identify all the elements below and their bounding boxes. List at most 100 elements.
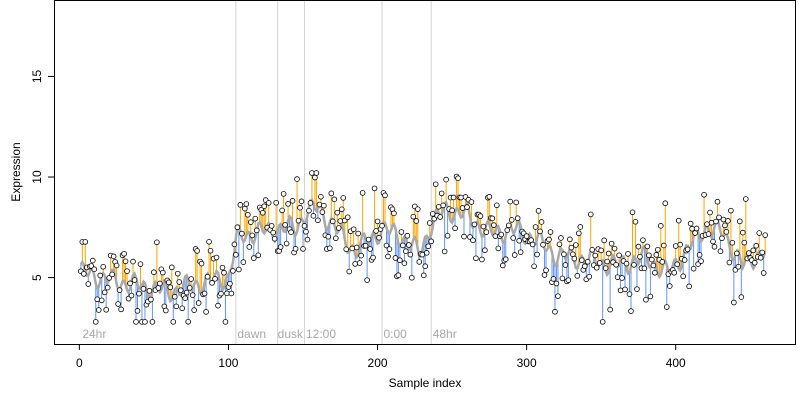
data-point-111 bbox=[243, 201, 250, 207]
x-tick-label-1: 100 bbox=[218, 356, 238, 370]
data-point-106 bbox=[236, 266, 242, 273]
data-point-91 bbox=[213, 254, 220, 261]
data-point-35 bbox=[130, 258, 136, 265]
data-point-425 bbox=[711, 243, 718, 250]
data-point-74 bbox=[188, 276, 194, 282]
data-point-385 bbox=[652, 269, 658, 276]
data-point-186 bbox=[355, 230, 361, 237]
data-point-398 bbox=[671, 269, 678, 276]
data-point-27 bbox=[118, 306, 124, 313]
data-point-286 bbox=[504, 227, 511, 233]
data-point-317 bbox=[550, 276, 557, 282]
x-tick-label-3: 300 bbox=[517, 356, 537, 370]
data-point-49 bbox=[151, 269, 157, 276]
data-point-323 bbox=[559, 275, 566, 282]
data-point-131 bbox=[273, 199, 279, 206]
data-point-358 bbox=[611, 245, 618, 252]
data-point-9 bbox=[91, 266, 98, 272]
data-point-292 bbox=[513, 199, 519, 206]
data-point-303 bbox=[529, 241, 536, 248]
data-point-3 bbox=[82, 239, 89, 245]
data-point-117 bbox=[252, 215, 259, 222]
data-point-170 bbox=[331, 196, 338, 203]
data-point-319 bbox=[553, 280, 560, 287]
data-point-25 bbox=[115, 301, 121, 307]
annotation-5: 48hr bbox=[433, 327, 457, 341]
data-point-138 bbox=[283, 240, 290, 247]
data-point-194 bbox=[367, 246, 373, 252]
y-axis: 5 10 15 bbox=[30, 69, 54, 281]
data-point-213 bbox=[395, 272, 402, 278]
data-point-349 bbox=[598, 247, 604, 254]
x-tick-label-2: 200 bbox=[368, 356, 388, 370]
data-point-342 bbox=[587, 211, 594, 218]
data-point-386 bbox=[653, 252, 660, 258]
data-point-305 bbox=[532, 224, 539, 230]
data-point-264 bbox=[471, 221, 478, 228]
data-point-321 bbox=[556, 241, 563, 248]
data-point-350 bbox=[599, 319, 606, 325]
data-point-210 bbox=[391, 210, 397, 217]
data-point-231 bbox=[422, 263, 429, 270]
data-point-360 bbox=[614, 274, 621, 280]
data-point-263 bbox=[470, 237, 476, 244]
data-point-227 bbox=[416, 259, 423, 265]
data-point-381 bbox=[646, 252, 652, 259]
plot-frame bbox=[54, 0, 796, 345]
data-point-412 bbox=[692, 230, 698, 236]
data-point-223 bbox=[410, 213, 417, 220]
data-point-271 bbox=[482, 247, 488, 254]
data-point-118 bbox=[253, 227, 260, 234]
data-point-324 bbox=[561, 251, 567, 257]
data-point-18 bbox=[104, 284, 111, 291]
data-point-253 bbox=[455, 175, 461, 181]
data-point-432 bbox=[722, 222, 728, 229]
data-point-72 bbox=[185, 318, 191, 325]
data-point-43 bbox=[142, 319, 148, 325]
data-point-211 bbox=[392, 255, 399, 261]
data-point-407 bbox=[684, 246, 691, 253]
data-point-246 bbox=[444, 233, 451, 239]
data-point-185 bbox=[353, 244, 360, 251]
data-point-113 bbox=[246, 244, 253, 250]
data-point-285 bbox=[502, 256, 509, 262]
data-point-167 bbox=[327, 245, 333, 252]
data-point-52 bbox=[155, 285, 162, 291]
data-point-48 bbox=[149, 319, 156, 325]
vertical-marker-lines bbox=[235, 0, 432, 344]
data-point-431 bbox=[720, 216, 727, 223]
data-point-191 bbox=[362, 242, 369, 249]
data-point-280 bbox=[495, 245, 502, 252]
data-point-378 bbox=[641, 265, 648, 272]
data-point-94 bbox=[218, 290, 224, 297]
data-point-304 bbox=[531, 263, 537, 270]
data-point-268 bbox=[477, 213, 484, 219]
annotation-2: dusk bbox=[278, 327, 304, 341]
data-point-199 bbox=[374, 218, 381, 225]
data-point-373 bbox=[634, 286, 640, 292]
data-point-156 bbox=[310, 213, 317, 219]
data-point-329 bbox=[568, 244, 575, 251]
data-point-149 bbox=[300, 246, 306, 252]
data-point-84 bbox=[203, 309, 209, 315]
x-axis: 0 100 200 300 400 bbox=[76, 344, 686, 370]
data-point-345 bbox=[592, 252, 599, 259]
data-point-24 bbox=[113, 262, 120, 269]
data-point-188 bbox=[358, 252, 364, 259]
data-point-233 bbox=[425, 243, 432, 250]
data-point-92 bbox=[215, 302, 221, 309]
data-point-108 bbox=[239, 230, 245, 237]
data-point-225 bbox=[413, 218, 420, 224]
data-point-448 bbox=[745, 250, 752, 256]
data-point-429 bbox=[717, 248, 724, 254]
data-point-159 bbox=[315, 217, 321, 224]
fit-line bbox=[79, 198, 767, 304]
data-point-383 bbox=[649, 256, 655, 263]
data-point-295 bbox=[517, 249, 524, 255]
data-point-430 bbox=[719, 235, 725, 242]
data-point-151 bbox=[303, 229, 309, 235]
data-point-220 bbox=[406, 242, 412, 248]
data-point-390 bbox=[659, 259, 666, 265]
data-point-404 bbox=[680, 273, 686, 280]
data-point-21 bbox=[109, 271, 115, 278]
